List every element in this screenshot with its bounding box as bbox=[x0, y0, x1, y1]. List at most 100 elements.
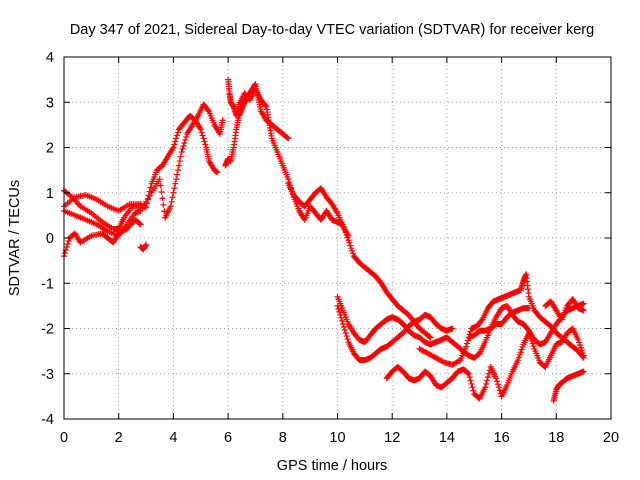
y-axis-label: SDTVAR / TECUs bbox=[7, 180, 23, 296]
data-point bbox=[201, 138, 208, 145]
data-point bbox=[580, 354, 587, 361]
data-point bbox=[467, 328, 474, 335]
data-point bbox=[338, 314, 345, 321]
data-point bbox=[580, 307, 587, 314]
data-point bbox=[343, 333, 350, 340]
data-point bbox=[519, 343, 526, 350]
data-point bbox=[178, 149, 185, 156]
data-point bbox=[529, 340, 536, 347]
x-tick-label: 2 bbox=[115, 430, 123, 446]
y-tick-label: -4 bbox=[41, 412, 54, 428]
data-point bbox=[518, 346, 525, 353]
data-point bbox=[174, 132, 181, 139]
series-track-m bbox=[465, 305, 532, 341]
data-point bbox=[525, 305, 532, 312]
y-tick-label: -2 bbox=[41, 322, 54, 338]
data-point bbox=[156, 176, 163, 183]
data-point bbox=[63, 244, 70, 251]
data-point bbox=[179, 146, 186, 153]
data-point bbox=[580, 368, 587, 375]
data-point bbox=[576, 339, 583, 346]
data-point bbox=[517, 349, 524, 356]
series-track-l bbox=[416, 271, 587, 368]
data-point bbox=[171, 185, 178, 192]
data-point bbox=[141, 201, 148, 208]
data-point bbox=[342, 330, 349, 337]
x-tick-label: 16 bbox=[494, 430, 510, 446]
series-track-n bbox=[550, 368, 587, 404]
data-point bbox=[157, 182, 164, 189]
data-point bbox=[172, 138, 179, 145]
x-axis-label: GPS time / hours bbox=[277, 458, 387, 474]
y-tick-label: -3 bbox=[41, 367, 54, 383]
data-point bbox=[200, 135, 207, 142]
data-point bbox=[159, 195, 166, 202]
x-tick-label: 14 bbox=[439, 430, 455, 446]
series-track-h bbox=[285, 180, 352, 239]
data-point bbox=[336, 308, 343, 315]
data-point bbox=[483, 380, 490, 387]
data-point bbox=[137, 221, 144, 228]
data-point bbox=[449, 325, 456, 332]
grid bbox=[64, 57, 611, 419]
data-point bbox=[183, 133, 190, 140]
data-point bbox=[463, 343, 470, 350]
series-track-d bbox=[61, 192, 144, 214]
data-point bbox=[530, 343, 537, 350]
data-point bbox=[171, 141, 178, 148]
data-point bbox=[65, 238, 72, 245]
data-point bbox=[484, 377, 491, 384]
x-tick-label: 12 bbox=[384, 430, 400, 446]
data-point bbox=[515, 354, 522, 361]
data-point bbox=[173, 176, 180, 183]
data-point bbox=[175, 162, 182, 169]
data-point bbox=[214, 169, 221, 176]
data-point bbox=[174, 171, 181, 178]
data-point bbox=[334, 302, 341, 309]
data-point bbox=[579, 353, 586, 360]
data-point bbox=[174, 129, 181, 136]
data-point bbox=[494, 381, 501, 388]
data-point bbox=[528, 337, 535, 344]
x-tick-label: 8 bbox=[279, 430, 287, 446]
data-point bbox=[137, 207, 144, 214]
data-point bbox=[262, 102, 269, 109]
series-track-o bbox=[542, 296, 587, 323]
data-point bbox=[143, 241, 150, 248]
data-point bbox=[180, 142, 187, 149]
data-point bbox=[439, 358, 446, 365]
data-point bbox=[170, 189, 177, 196]
data-point bbox=[464, 337, 471, 344]
data-point bbox=[160, 201, 167, 208]
data-point bbox=[139, 204, 146, 211]
series-track-e bbox=[137, 241, 150, 253]
data-point bbox=[485, 370, 492, 377]
data-point bbox=[493, 375, 500, 382]
data-point bbox=[144, 195, 151, 202]
data-point bbox=[146, 192, 153, 199]
data-point bbox=[465, 370, 472, 377]
data-point bbox=[482, 384, 489, 391]
data-point bbox=[580, 300, 587, 307]
data-point bbox=[170, 144, 177, 151]
data-point bbox=[516, 351, 523, 358]
data-point bbox=[575, 336, 582, 343]
data-point bbox=[577, 344, 584, 351]
series-track-k bbox=[383, 325, 587, 402]
data-point bbox=[335, 305, 342, 312]
data-point bbox=[161, 208, 168, 215]
data-point bbox=[169, 194, 176, 201]
data-point bbox=[64, 241, 71, 248]
data-point bbox=[478, 317, 485, 324]
data-point bbox=[495, 384, 502, 391]
data-point bbox=[219, 117, 226, 124]
data-point bbox=[182, 136, 189, 143]
data-point bbox=[173, 135, 180, 142]
data-point bbox=[177, 153, 184, 160]
data-point bbox=[136, 220, 143, 227]
data-point bbox=[466, 374, 473, 381]
data-point bbox=[339, 317, 346, 324]
x-tick-label: 6 bbox=[224, 430, 232, 446]
